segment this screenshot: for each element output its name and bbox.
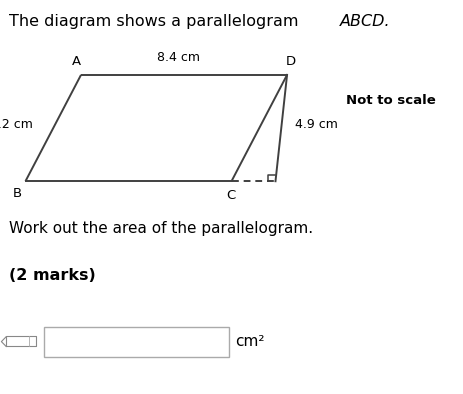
- Text: B: B: [13, 187, 22, 199]
- Text: (2 marks): (2 marks): [9, 268, 96, 283]
- Text: Not to scale: Not to scale: [346, 94, 436, 107]
- Text: 6.2 cm: 6.2 cm: [0, 118, 33, 130]
- FancyBboxPatch shape: [44, 327, 229, 357]
- Text: ABCD.: ABCD.: [340, 14, 391, 29]
- Text: 4.9 cm: 4.9 cm: [295, 118, 338, 130]
- Text: cm²: cm²: [235, 334, 265, 349]
- Text: A: A: [72, 55, 81, 67]
- Text: C: C: [226, 189, 235, 201]
- Text: 8.4 cm: 8.4 cm: [157, 51, 200, 63]
- Text: The diagram shows a parallelogram: The diagram shows a parallelogram: [9, 14, 304, 29]
- Text: D: D: [286, 55, 296, 67]
- Text: Work out the area of the parallelogram.: Work out the area of the parallelogram.: [9, 221, 313, 236]
